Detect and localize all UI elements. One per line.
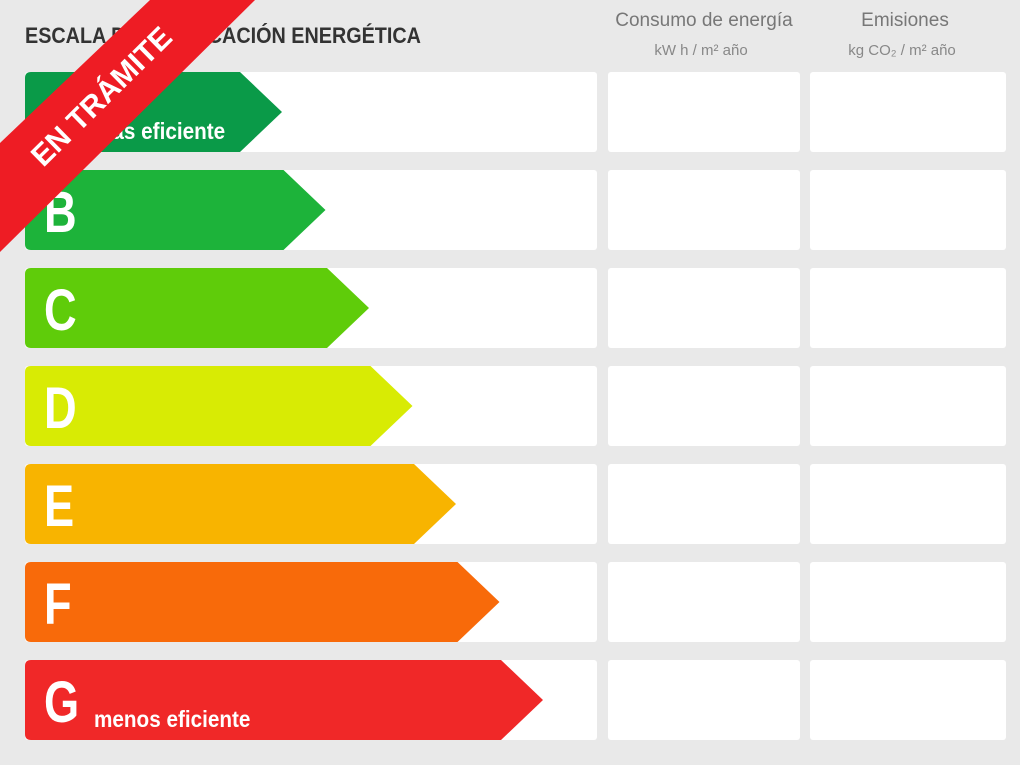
cell <box>810 366 1006 446</box>
cell <box>608 660 800 740</box>
rating-arrow <box>25 464 456 544</box>
cell <box>608 562 800 642</box>
cell <box>810 562 1006 642</box>
stamp-band <box>0 0 255 252</box>
rating-letter: D <box>44 377 77 442</box>
rating-arrow <box>25 268 369 348</box>
cell <box>810 268 1006 348</box>
column-unit: kg CO₂ / m² año <box>848 42 956 59</box>
cell <box>608 268 800 348</box>
rating-arrow <box>25 170 326 250</box>
rating-note: menos eficiente <box>94 706 250 732</box>
rating-letter: G <box>44 671 79 736</box>
rating-arrow <box>25 366 413 446</box>
cell <box>810 464 1006 544</box>
rating-letter: F <box>44 573 72 638</box>
cell <box>810 72 1006 152</box>
cell <box>608 170 800 250</box>
cell <box>608 72 800 152</box>
cell <box>608 464 800 544</box>
cell <box>810 170 1006 250</box>
column-title: Consumo de energía <box>615 10 793 31</box>
cell <box>810 660 1006 740</box>
rating-arrow <box>25 562 500 642</box>
column-unit: kW h / m² año <box>654 42 747 59</box>
rating-arrow <box>25 660 543 740</box>
rating-letter: C <box>44 279 77 344</box>
cell <box>608 366 800 446</box>
column-title: Emisiones <box>861 10 949 31</box>
rating-letter: E <box>44 475 74 540</box>
